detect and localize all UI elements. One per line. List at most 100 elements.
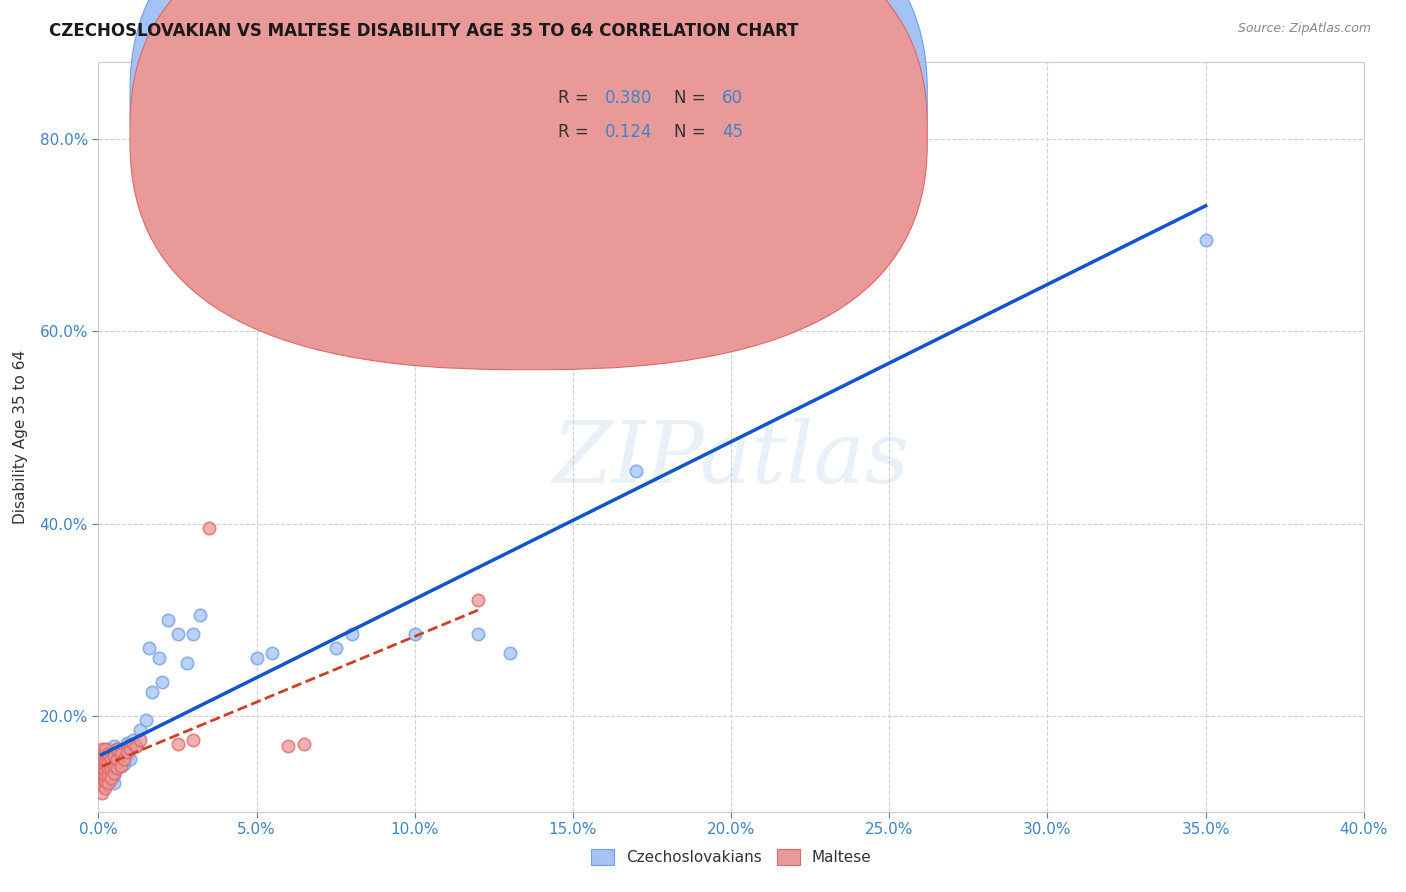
Point	[120, 742, 141, 756]
Point	[120, 752, 141, 766]
Point	[246, 651, 269, 665]
Point	[325, 641, 347, 656]
Point	[93, 776, 117, 790]
Point	[97, 768, 120, 782]
Point	[107, 752, 129, 766]
Point	[97, 749, 120, 764]
Point	[93, 747, 117, 761]
Point	[103, 747, 125, 761]
Point	[100, 750, 122, 764]
Point	[103, 758, 125, 772]
Point	[103, 755, 125, 769]
Point	[100, 758, 122, 772]
Point	[97, 768, 120, 782]
Point	[262, 646, 284, 660]
Point	[166, 738, 188, 752]
Legend: Czechoslovakians, Maltese: Czechoslovakians, Maltese	[585, 843, 877, 871]
Text: 45: 45	[723, 123, 744, 141]
Point	[135, 714, 157, 728]
Point	[138, 641, 160, 656]
Point	[120, 738, 141, 752]
Point	[122, 732, 145, 747]
Point	[90, 742, 112, 756]
Point	[90, 756, 112, 771]
Point	[112, 752, 135, 766]
Point	[100, 774, 122, 789]
Point	[93, 762, 117, 776]
Point	[90, 771, 112, 785]
Text: Source: ZipAtlas.com: Source: ZipAtlas.com	[1237, 22, 1371, 36]
Text: ZIPatlas: ZIPatlas	[553, 418, 910, 501]
Point	[157, 613, 180, 627]
Point	[97, 758, 120, 772]
Point	[90, 766, 112, 780]
Point	[141, 684, 163, 698]
Point	[90, 752, 112, 766]
Point	[467, 593, 489, 607]
Point	[97, 755, 120, 769]
Point	[188, 607, 211, 622]
Point	[103, 739, 125, 754]
Point	[90, 771, 112, 785]
Text: N =: N =	[675, 123, 711, 141]
Point	[107, 752, 129, 766]
Point	[107, 762, 129, 776]
Point	[1194, 233, 1216, 247]
Point	[93, 771, 117, 785]
Point	[93, 742, 117, 756]
Point	[115, 749, 138, 764]
Point	[277, 739, 299, 754]
Point	[93, 756, 117, 771]
Point	[112, 742, 135, 756]
Point	[93, 766, 117, 780]
Point	[112, 756, 135, 771]
Text: R =: R =	[558, 88, 593, 107]
Point	[498, 646, 520, 660]
Point	[183, 732, 205, 747]
Point	[751, 325, 773, 339]
Point	[97, 764, 120, 779]
Point	[166, 627, 188, 641]
Point	[624, 464, 647, 478]
Point	[148, 651, 170, 665]
Point	[103, 762, 125, 776]
Point	[93, 752, 117, 766]
Point	[122, 738, 145, 752]
Point	[183, 627, 205, 641]
Text: R =: R =	[558, 123, 599, 141]
Point	[93, 768, 117, 782]
Point	[115, 745, 138, 759]
FancyBboxPatch shape	[491, 78, 825, 156]
Point	[125, 739, 148, 754]
Point	[93, 747, 117, 761]
Point	[110, 758, 132, 772]
Point	[93, 764, 117, 778]
Point	[103, 766, 125, 780]
Point	[107, 742, 129, 756]
Point	[110, 758, 132, 772]
Text: CZECHOSLOVAKIAN VS MALTESE DISABILITY AGE 35 TO 64 CORRELATION CHART: CZECHOSLOVAKIAN VS MALTESE DISABILITY AG…	[49, 22, 799, 40]
Point	[97, 742, 120, 756]
Point	[107, 762, 129, 776]
Point	[97, 762, 120, 776]
Point	[100, 766, 122, 780]
Point	[90, 785, 112, 799]
Point	[103, 749, 125, 764]
Point	[97, 776, 120, 790]
Point	[100, 752, 122, 766]
Point	[125, 739, 148, 754]
Point	[340, 627, 363, 641]
Text: 0.380: 0.380	[605, 88, 652, 107]
Point	[103, 776, 125, 790]
Point	[110, 747, 132, 761]
Point	[128, 732, 150, 747]
Point	[90, 778, 112, 792]
Point	[90, 747, 112, 761]
Point	[93, 756, 117, 771]
Text: N =: N =	[675, 88, 711, 107]
Point	[90, 764, 112, 779]
Point	[103, 768, 125, 782]
FancyBboxPatch shape	[131, 0, 928, 369]
Point	[107, 742, 129, 756]
Point	[90, 762, 112, 776]
